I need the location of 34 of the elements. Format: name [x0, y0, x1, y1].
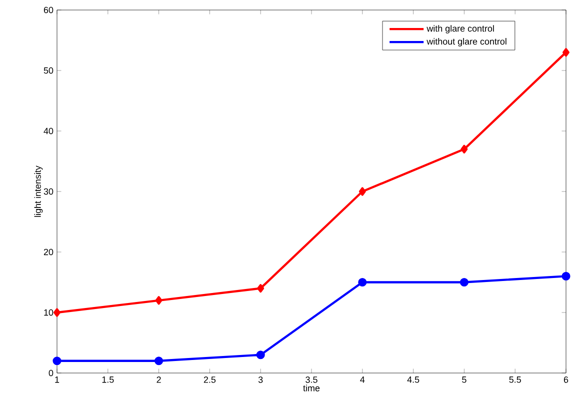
y-tick-label: 30: [44, 188, 54, 195]
point: [52, 356, 62, 366]
point: [460, 144, 468, 154]
y-tick-label: 60: [44, 6, 54, 14]
legend-label: with glare control: [426, 25, 494, 34]
y-axis-title: light intensity: [34, 166, 43, 217]
x-tick-label: 4: [360, 376, 365, 383]
y-tick-label: 40: [44, 128, 54, 134]
x-tick-label: 1: [55, 376, 60, 383]
point: [256, 350, 265, 360]
x-tick-label: 3.5: [306, 376, 318, 383]
x-tick-label: 6: [564, 376, 568, 383]
point: [358, 278, 367, 287]
point: [460, 278, 468, 287]
point: [562, 48, 570, 57]
point: [154, 356, 164, 366]
y-tick-label: 50: [44, 67, 54, 74]
point: [358, 187, 366, 196]
x-tick-label: 5.5: [509, 376, 521, 383]
y-tick-label: 20: [44, 248, 54, 256]
x-axis-title: time: [303, 384, 320, 392]
x-tick-label: 2.5: [204, 376, 216, 383]
y-tick-label: 0: [48, 370, 54, 376]
x-tick-label: 4.5: [407, 376, 420, 383]
legend-label: without glare control: [426, 38, 506, 46]
x-tick-label: 5: [462, 376, 466, 383]
x-tick-label: 3: [258, 376, 263, 383]
y-tick-label: 10: [44, 309, 54, 316]
x-tick-label: 2: [156, 376, 161, 383]
point: [562, 272, 570, 280]
x-tick-label: 1.5: [102, 376, 114, 383]
point: [257, 284, 264, 293]
point: [155, 296, 162, 305]
point: [54, 308, 60, 317]
